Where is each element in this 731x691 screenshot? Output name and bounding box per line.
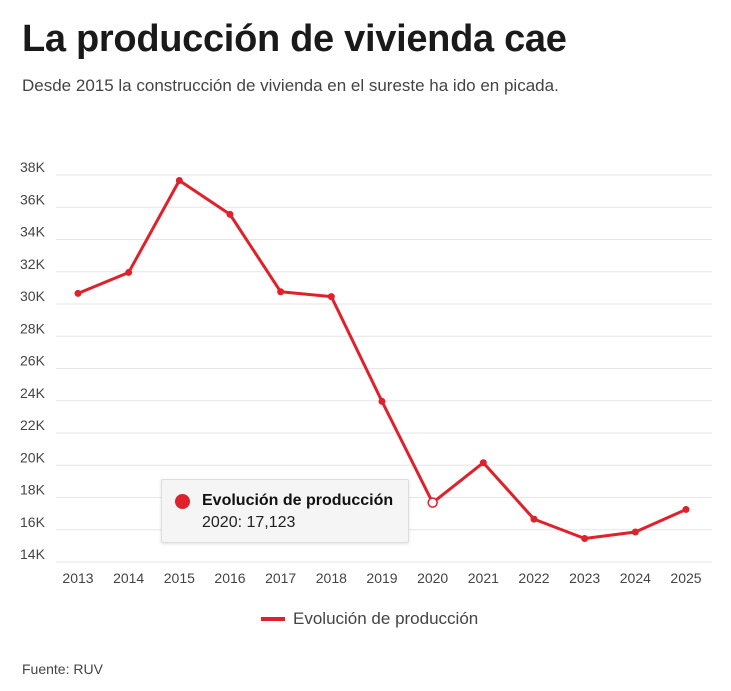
data-point[interactable]: [479, 459, 487, 467]
tooltip-value: 2020: 17,123: [202, 514, 296, 531]
x-tick-label: 2022: [518, 570, 549, 586]
y-tick-label: 26K: [20, 353, 46, 369]
x-tick-label: 2013: [62, 570, 93, 586]
y-tick-label: 14K: [20, 546, 46, 562]
y-tick-label: 34K: [20, 224, 46, 240]
x-tick-label: 2016: [214, 570, 245, 586]
y-tick-label: 32K: [20, 256, 46, 272]
chart-title: La producción de vivienda cae: [22, 18, 567, 60]
line-chart: 14K16K18K20K22K24K26K28K30K32K34K36K38K …: [20, 159, 712, 586]
x-tick-label: 2017: [265, 570, 296, 586]
x-tick-label: 2014: [113, 570, 144, 586]
y-tick-label: 38K: [20, 159, 46, 175]
x-tick-label: 2018: [316, 570, 347, 586]
source-note: Fuente: RUV: [22, 661, 103, 677]
data-point[interactable]: [74, 289, 82, 297]
data-point[interactable]: [530, 515, 538, 523]
data-point[interactable]: [125, 268, 133, 276]
legend-line-icon: [261, 617, 285, 621]
y-tick-label: 36K: [20, 191, 46, 207]
x-tick-label: 2025: [670, 570, 701, 586]
data-point[interactable]: [682, 505, 690, 513]
data-point[interactable]: [631, 528, 639, 536]
data-point[interactable]: [378, 397, 386, 405]
x-axis: 2013 2014 2015 2016 2017 2018 2019 2020 2021 2022…: [62, 570, 701, 586]
data-point[interactable]: [175, 177, 183, 185]
y-tick-label: 18K: [20, 482, 46, 498]
y-tick-label: 30K: [20, 288, 46, 304]
x-tick-label: 2015: [164, 570, 195, 586]
legend-label[interactable]: Evolución de producción: [293, 609, 479, 628]
y-axis: 14K 16K 18K 20K 22K 24K 26K 28K 30K 32K 34K 36K 38K: [20, 159, 46, 562]
data-point[interactable]: [327, 293, 335, 301]
series-layer: [74, 177, 690, 542]
x-tick-label: 2024: [620, 570, 651, 586]
y-tick-label: 20K: [20, 449, 46, 465]
data-point[interactable]: [226, 210, 234, 218]
x-tick-label: 2020: [417, 570, 448, 586]
y-tick-label: 24K: [20, 385, 46, 401]
tooltip-series-dot-icon: [175, 494, 190, 509]
x-tick-label: 2023: [569, 570, 600, 586]
data-tooltip: Evolución de producción 2020: 17,123: [161, 479, 409, 543]
data-point-highlighted[interactable]: [427, 497, 438, 508]
tooltip-series-name: Evolución de producción: [202, 492, 394, 509]
y-tick-label: 16K: [20, 514, 46, 530]
x-tick-label: 2021: [468, 570, 499, 586]
chart-subtitle: Desde 2015 la construcción de vivienda e…: [22, 76, 559, 95]
y-tick-label: 28K: [20, 320, 46, 336]
data-point[interactable]: [581, 534, 589, 542]
y-tick-label: 22K: [20, 417, 46, 433]
x-tick-label: 2019: [366, 570, 397, 586]
data-point[interactable]: [277, 288, 285, 296]
legend[interactable]: Evolución de producción: [261, 609, 478, 629]
